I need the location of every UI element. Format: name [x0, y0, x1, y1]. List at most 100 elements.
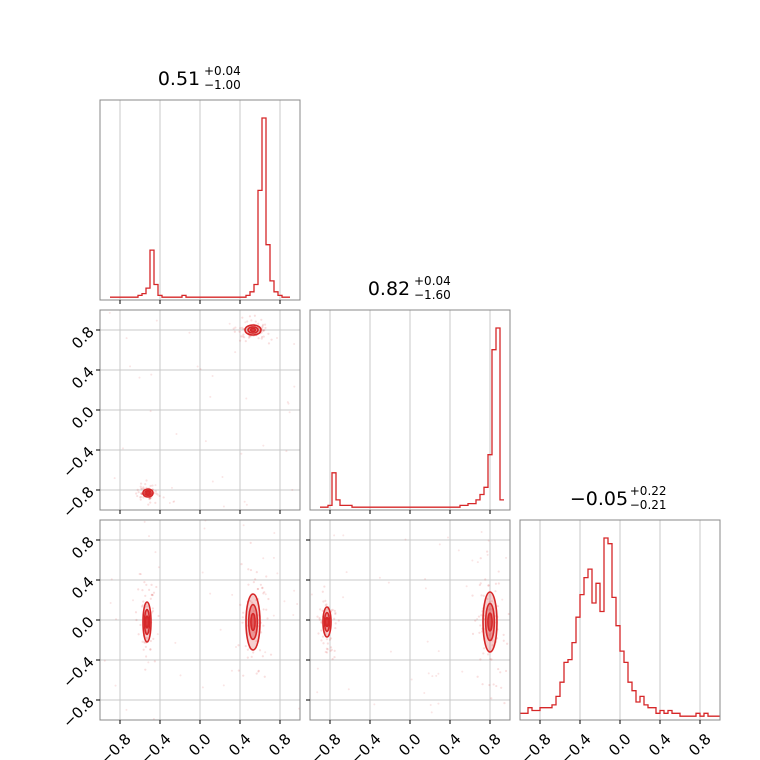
scatter-point: [497, 667, 500, 671]
scatter-point: [151, 611, 154, 614]
scatter-point: [156, 633, 159, 636]
scatter-point: [257, 670, 260, 673]
scatter-point: [137, 633, 140, 636]
scatter-point: [136, 494, 139, 498]
scatter-point: [487, 539, 490, 542]
scatter-point: [293, 385, 296, 388]
scatter-point: [201, 571, 204, 574]
scatter-point: [426, 640, 429, 643]
scatter-point: [135, 492, 138, 495]
scatter-point: [491, 644, 494, 647]
scatter-point: [272, 556, 275, 559]
scatter-point: [504, 669, 508, 673]
scatter-point: [264, 651, 267, 654]
scatter-point: [476, 675, 479, 678]
scatter-point: [310, 593, 313, 596]
scatter-point: [471, 594, 474, 597]
scatter-point: [322, 600, 325, 603]
scatter-point: [259, 583, 262, 586]
scatter-point: [329, 649, 332, 652]
scatter-point: [250, 601, 254, 604]
scatter-point: [143, 520, 146, 523]
scatter-point: [147, 503, 150, 506]
scatter-point: [263, 329, 266, 332]
scatter-point: [488, 683, 491, 687]
scatter-point: [209, 592, 212, 595]
scatter-point: [474, 619, 477, 622]
scatter-point: [144, 483, 147, 486]
scatter-point: [232, 327, 235, 330]
scatter-point: [249, 541, 252, 545]
scatter-point: [150, 583, 153, 586]
scatter-point: [333, 656, 336, 659]
scatter-point: [237, 669, 240, 672]
scatter-point: [342, 534, 345, 537]
scatter-point: [323, 585, 326, 588]
contour-level: [250, 612, 256, 632]
scatter-point: [490, 600, 494, 603]
scatter-point: [149, 648, 152, 651]
scatter-point: [246, 320, 249, 323]
scatter-point: [252, 581, 255, 584]
scatter-point: [496, 605, 499, 608]
scatter-point: [240, 452, 243, 455]
scatter-point: [144, 645, 147, 648]
scatter-point: [461, 670, 464, 673]
scatter-point: [143, 581, 146, 584]
scatter-point: [144, 594, 147, 597]
scatter-point: [326, 642, 329, 645]
scatter-point: [478, 631, 481, 634]
scatter-point: [330, 609, 333, 612]
scatter-point: [261, 326, 264, 329]
scatter-point: [437, 702, 440, 705]
scatter-point: [241, 621, 244, 624]
scatter-point: [486, 553, 489, 556]
scatter-point: [155, 319, 158, 322]
scatter-point: [255, 672, 258, 675]
scatter-point: [247, 336, 251, 339]
scatter-point: [245, 397, 248, 400]
scatter-point: [103, 659, 106, 662]
scatter-point: [239, 603, 242, 606]
scatter-point: [477, 615, 481, 618]
scatter-point: [478, 583, 481, 587]
histogram-panel-1: 0.51 +0.04−1.00: [99, 64, 301, 304]
scatter-point: [140, 492, 143, 496]
scatter-point: [238, 330, 241, 333]
scatter-point: [143, 641, 146, 644]
scatter-point: [404, 538, 407, 541]
scatter-point: [234, 351, 237, 354]
scatter-point: [173, 500, 176, 503]
scatter-point: [262, 444, 265, 447]
scatter-point: [486, 653, 490, 656]
scatter-point: [431, 675, 434, 678]
scatter-point: [132, 599, 135, 602]
scatter-point: [248, 315, 252, 318]
scatter-point: [121, 447, 124, 450]
scatter-point: [139, 485, 142, 488]
panel-title: −0.05: [570, 488, 628, 510]
scatter-point: [333, 617, 336, 620]
scatter-point: [263, 591, 266, 594]
scatter-point: [242, 611, 245, 614]
scatter-point: [325, 603, 328, 606]
scatter-point: [145, 636, 148, 640]
title-median: −0.05: [570, 488, 628, 510]
scatter-point: [334, 611, 337, 614]
scatter-point: [267, 597, 270, 601]
scatter-point: [321, 609, 324, 612]
scatter-point: [139, 623, 142, 627]
scatter-point: [238, 339, 242, 342]
panel-title: 0.51: [158, 68, 200, 90]
scatter-point: [291, 488, 294, 491]
scatter-point: [497, 582, 500, 585]
scatter-point: [242, 524, 245, 527]
scatter-point: [174, 641, 177, 644]
scatter-point: [246, 656, 249, 659]
contour-level: [487, 612, 493, 632]
scatter-point: [155, 492, 158, 495]
scatter-point: [243, 336, 246, 339]
scatter-point: [242, 674, 245, 677]
histogram-param-2: [320, 327, 504, 508]
